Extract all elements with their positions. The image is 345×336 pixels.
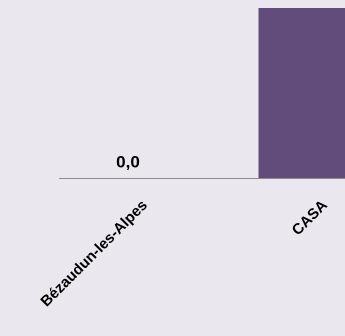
x-tick-labels-group: Bézaudun-les-Alpes CASA [37, 197, 331, 311]
data-label-1: 0,0 [116, 153, 140, 172]
bar-2 [259, 8, 345, 179]
x-tick-label-2: CASA [289, 197, 331, 239]
bars-group [259, 8, 345, 179]
data-labels-group: 0,0 [116, 153, 140, 172]
x-tick-label-1: Bézaudun-les-Alpes [37, 197, 150, 310]
